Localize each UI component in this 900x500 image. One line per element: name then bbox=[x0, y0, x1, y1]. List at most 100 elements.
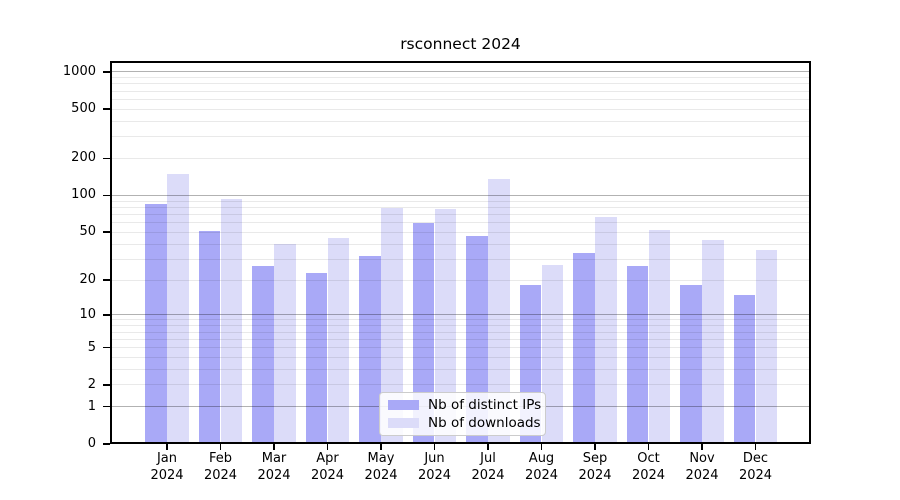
y-tick-500 bbox=[103, 108, 110, 110]
gridline-200 bbox=[110, 157, 811, 159]
y-tick-100 bbox=[103, 194, 110, 197]
x-tick-label-oct: Oct 2024 bbox=[631, 451, 666, 483]
gridline-40 bbox=[110, 243, 811, 245]
gridline-500 bbox=[110, 108, 811, 110]
y-tick-2 bbox=[103, 384, 110, 386]
gridline-6 bbox=[110, 338, 811, 340]
x-tick-sep bbox=[594, 444, 596, 450]
gridline-8 bbox=[110, 325, 811, 327]
x-tick-label-feb: Feb 2024 bbox=[203, 451, 238, 483]
x-tick-oct bbox=[647, 444, 650, 450]
bar-distinct-ips-dec bbox=[733, 294, 756, 444]
x-tick-label-mar: Mar 2024 bbox=[257, 451, 291, 483]
gridline-70 bbox=[110, 213, 811, 215]
x-tick-mar bbox=[273, 444, 275, 450]
gridline-4 bbox=[110, 356, 811, 358]
bar-distinct-ips-jun bbox=[412, 223, 435, 444]
gridline-1000 bbox=[110, 71, 811, 73]
x-tick-label-may: May 2024 bbox=[364, 451, 398, 483]
bar-distinct-ips-nov bbox=[680, 285, 702, 444]
gridline-300 bbox=[110, 136, 811, 138]
y-tick-label-200: 200 bbox=[71, 150, 96, 166]
y-tick-1000 bbox=[103, 71, 110, 73]
y-tick-200 bbox=[103, 157, 110, 160]
gridline-3 bbox=[110, 368, 811, 370]
bar-downloads-sep bbox=[595, 216, 617, 444]
x-tick-dec bbox=[754, 444, 757, 450]
gridline-10 bbox=[110, 314, 811, 316]
x-tick-label-sep: Sep 2024 bbox=[578, 451, 612, 483]
x-tick-nov bbox=[701, 444, 703, 450]
x-tick-feb bbox=[219, 444, 222, 450]
x-tick-label-jun: Jun 2024 bbox=[417, 451, 452, 483]
bar-downloads-mar bbox=[274, 244, 296, 444]
y-tick-0 bbox=[103, 443, 110, 445]
gridline-2 bbox=[110, 384, 811, 386]
x-tick-may bbox=[380, 444, 382, 450]
x-tick-label-jan: Jan 2024 bbox=[150, 451, 184, 483]
gridline-90 bbox=[110, 200, 811, 202]
bar-distinct-ips-jan bbox=[145, 204, 167, 444]
gridline-100 bbox=[110, 194, 811, 196]
y-tick-label-100: 100 bbox=[71, 187, 96, 203]
y-tick-label-0: 0 bbox=[87, 436, 96, 451]
x-tick-apr bbox=[326, 444, 329, 450]
bar-distinct-ips-mar bbox=[252, 266, 274, 444]
x-tick-label-dec: Dec 2024 bbox=[738, 451, 773, 483]
plot-area: Nb of distinct IPs Nb of downloads bbox=[110, 61, 811, 444]
legend-label-distinct-ips: Nb of distinct IPs bbox=[428, 397, 542, 413]
gridline-7 bbox=[110, 331, 811, 333]
legend: Nb of distinct IPs Nb of downloads bbox=[379, 392, 546, 436]
y-tick-label-1000: 1000 bbox=[62, 63, 96, 79]
bar-downloads-jul bbox=[488, 179, 510, 444]
x-tick-label-jul: Jul 2024 bbox=[471, 451, 505, 483]
gridline-20 bbox=[110, 279, 811, 281]
x-tick-label-nov: Nov 2024 bbox=[685, 451, 719, 483]
bar-distinct-ips-may bbox=[359, 255, 381, 444]
x-tick-label-aug: Aug 2024 bbox=[524, 451, 559, 483]
gridline-400 bbox=[110, 120, 811, 122]
legend-swatch-distinct-ips bbox=[388, 399, 419, 411]
x-tick-jul bbox=[487, 444, 489, 450]
chart-title: rsconnect 2024 bbox=[400, 35, 521, 53]
bar-downloads-oct bbox=[648, 230, 671, 444]
gridline-700 bbox=[110, 90, 811, 92]
bar-distinct-ips-sep bbox=[573, 252, 595, 444]
bar-downloads-jan bbox=[167, 173, 189, 444]
y-tick-label-20: 20 bbox=[79, 272, 96, 288]
bar-downloads-may bbox=[381, 208, 403, 444]
gridline-600 bbox=[110, 98, 811, 100]
x-tick-aug bbox=[540, 444, 543, 450]
legend-label-downloads: Nb of downloads bbox=[428, 415, 541, 431]
y-tick-label-10: 10 bbox=[79, 306, 96, 322]
y-tick-label-5: 5 bbox=[87, 339, 96, 355]
y-tick-50 bbox=[103, 231, 110, 233]
bar-distinct-ips-jul bbox=[466, 235, 488, 444]
legend-item-downloads: Nb of downloads bbox=[388, 415, 541, 431]
gridline-9 bbox=[110, 319, 811, 321]
y-tick-20 bbox=[103, 279, 110, 281]
y-tick-label-2: 2 bbox=[87, 376, 96, 392]
gridline-900 bbox=[110, 77, 811, 79]
y-tick-label-50: 50 bbox=[79, 224, 96, 240]
x-tick-label-apr: Apr 2024 bbox=[310, 451, 345, 483]
gridline-800 bbox=[110, 83, 811, 85]
legend-item-distinct-ips: Nb of distinct IPs bbox=[388, 397, 541, 413]
bar-downloads-jun bbox=[434, 209, 457, 444]
y-tick-label-1: 1 bbox=[87, 398, 96, 414]
bar-distinct-ips-oct bbox=[626, 266, 649, 444]
x-tick-jun bbox=[433, 444, 436, 450]
gridline-50 bbox=[110, 231, 811, 233]
gridline-5 bbox=[110, 347, 811, 348]
bar-downloads-aug bbox=[541, 264, 564, 444]
y-tick-1 bbox=[103, 405, 110, 408]
gridline-80 bbox=[110, 206, 811, 208]
bar-distinct-ips-apr bbox=[305, 272, 328, 444]
gridline-60 bbox=[110, 222, 811, 224]
legend-swatch-downloads bbox=[388, 417, 419, 429]
y-tick-5 bbox=[103, 346, 110, 349]
x-tick-jan bbox=[166, 444, 168, 450]
y-tick-label-500: 500 bbox=[71, 101, 96, 117]
bar-distinct-ips-feb bbox=[198, 231, 221, 444]
